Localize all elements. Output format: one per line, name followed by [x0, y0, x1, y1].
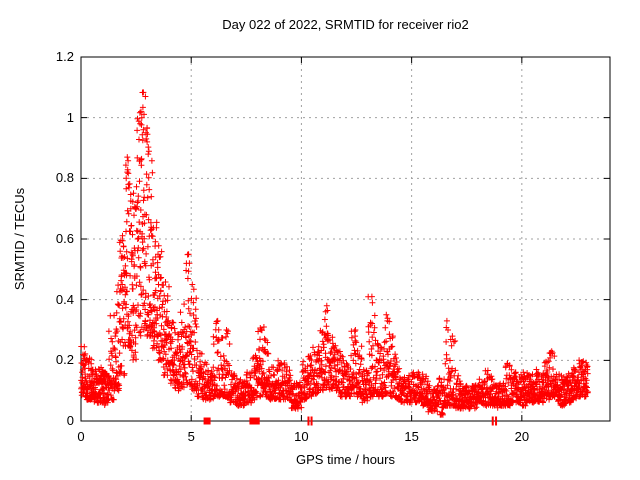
chart-title: Day 022 of 2022, SRMTID for receiver rio… — [222, 17, 469, 32]
y-tick-label: 1 — [66, 109, 74, 125]
x-tick-label: 5 — [187, 429, 195, 444]
y-tick-label: 0.6 — [55, 231, 74, 246]
axis-event-bar — [310, 416, 313, 426]
y-tick-label: 0.2 — [55, 352, 74, 368]
y-tick-label: 1.2 — [55, 49, 74, 64]
scatter-points — [78, 89, 591, 418]
x-tick-label: 20 — [514, 429, 530, 444]
y-tick-label: 0.8 — [55, 170, 74, 186]
axis-event-bar — [495, 416, 498, 426]
x-tick-label: 10 — [294, 429, 309, 444]
axis-event-square — [252, 417, 260, 425]
x-tick-label: 15 — [404, 429, 419, 444]
x-axis-label: GPS time / hours — [296, 452, 395, 467]
axis-event-bar — [491, 416, 494, 426]
axis-event-square — [203, 417, 211, 425]
axis-ticks — [80, 56, 610, 422]
axis-event-bar — [307, 416, 310, 426]
y-tick-label: 0.4 — [55, 291, 74, 307]
x-tick-label: 0 — [77, 429, 85, 444]
y-tick-label: 0 — [66, 413, 74, 428]
